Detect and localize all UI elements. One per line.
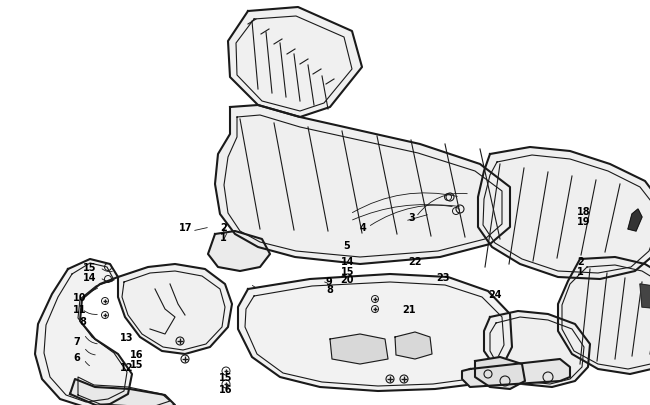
Text: 10: 10	[73, 292, 86, 302]
Text: 8: 8	[79, 316, 86, 326]
Polygon shape	[208, 231, 270, 271]
Text: 9: 9	[326, 276, 333, 286]
Text: 15: 15	[341, 266, 354, 276]
Text: 15: 15	[219, 372, 233, 382]
Polygon shape	[70, 379, 175, 405]
Polygon shape	[228, 8, 362, 118]
Polygon shape	[628, 209, 642, 231]
Text: 2: 2	[577, 256, 584, 266]
Polygon shape	[330, 334, 388, 364]
Polygon shape	[484, 311, 590, 387]
Text: 15: 15	[130, 359, 144, 369]
Text: 6: 6	[73, 352, 80, 362]
Text: 18: 18	[577, 207, 591, 216]
Text: 11: 11	[73, 304, 86, 314]
Text: 7: 7	[73, 336, 80, 346]
Text: 15: 15	[83, 262, 96, 272]
Text: 24: 24	[488, 289, 502, 299]
Polygon shape	[640, 284, 650, 309]
Polygon shape	[475, 357, 525, 389]
Text: 17: 17	[179, 222, 192, 232]
Text: 14: 14	[83, 272, 96, 282]
Text: 16: 16	[219, 384, 233, 394]
Text: 1: 1	[577, 266, 584, 276]
Text: 1: 1	[220, 232, 227, 243]
Polygon shape	[478, 148, 650, 279]
Text: 16: 16	[130, 349, 144, 359]
Text: 14: 14	[341, 256, 354, 266]
Text: 13: 13	[120, 332, 133, 342]
Text: 2: 2	[220, 222, 227, 232]
Polygon shape	[558, 257, 650, 374]
Polygon shape	[215, 106, 510, 264]
Polygon shape	[238, 274, 512, 391]
Text: 22: 22	[408, 256, 421, 266]
Polygon shape	[462, 359, 570, 387]
Text: 20: 20	[341, 274, 354, 284]
Polygon shape	[35, 259, 132, 405]
Text: 21: 21	[402, 304, 415, 314]
Polygon shape	[118, 264, 232, 354]
Text: 4: 4	[360, 222, 367, 232]
Text: 3: 3	[408, 213, 415, 222]
Text: 23: 23	[436, 272, 450, 282]
Text: 12: 12	[120, 362, 133, 372]
Text: 8: 8	[326, 284, 333, 294]
Text: 19: 19	[577, 216, 590, 226]
Polygon shape	[395, 332, 432, 359]
Text: 5: 5	[343, 241, 350, 250]
